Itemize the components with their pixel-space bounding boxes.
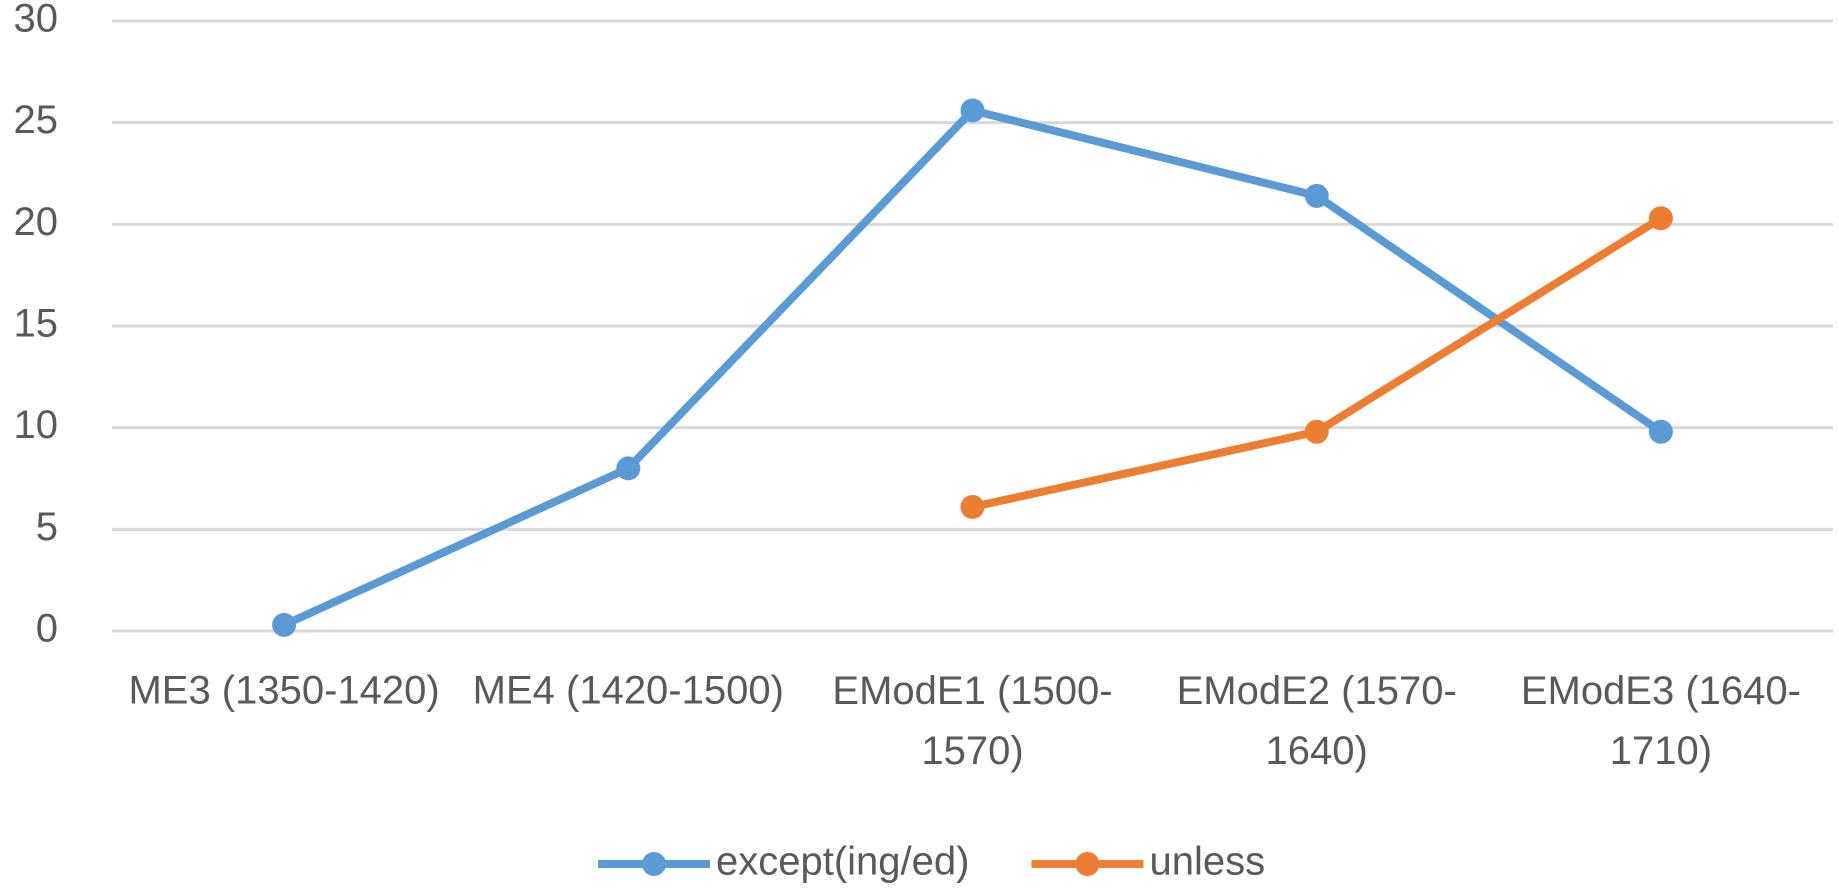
y-tick-label: 0 bbox=[36, 607, 58, 651]
legend-marker bbox=[1075, 852, 1100, 876]
x-tick-line: 1640) bbox=[1266, 729, 1368, 773]
point bbox=[1304, 419, 1329, 444]
point bbox=[1648, 419, 1673, 444]
x-tick-label: ME4 (1420-1500) bbox=[473, 669, 784, 713]
y-tick-label: 15 bbox=[14, 302, 59, 346]
x-tick-line: EModE1 (1500- bbox=[832, 669, 1112, 713]
y-tick-label: 10 bbox=[14, 403, 59, 447]
x-tick-line: 1570) bbox=[921, 729, 1023, 773]
point bbox=[1304, 183, 1329, 208]
x-tick-label: EModE2 (1570- 1640) bbox=[1177, 669, 1457, 773]
y-tick-label: 5 bbox=[36, 505, 58, 549]
y-tick-label: 20 bbox=[14, 200, 59, 244]
x-tick-line: EModE3 (1640- bbox=[1521, 669, 1801, 713]
legend-marker bbox=[642, 852, 666, 876]
x-tick-label: EModE3 (1640- 1710) bbox=[1521, 669, 1801, 773]
series-line bbox=[282, 106, 1664, 629]
x-tick-line: 1710) bbox=[1610, 729, 1712, 773]
point bbox=[960, 98, 985, 123]
point bbox=[960, 494, 985, 519]
y-tick-label: 25 bbox=[14, 98, 59, 142]
point bbox=[616, 456, 641, 481]
x-tick-line: EModE2 (1570- bbox=[1177, 669, 1457, 713]
y-tick-label: 30 bbox=[14, 0, 59, 41]
x-tick-label: ME3 (1350-1420) bbox=[128, 669, 439, 713]
legend-label: except(ing/ed) bbox=[716, 840, 969, 884]
legend-label: unless bbox=[1149, 840, 1265, 884]
point bbox=[272, 612, 297, 637]
point bbox=[1648, 206, 1673, 231]
x-tick-label: EModE1 (1500- 1570) bbox=[832, 669, 1112, 773]
